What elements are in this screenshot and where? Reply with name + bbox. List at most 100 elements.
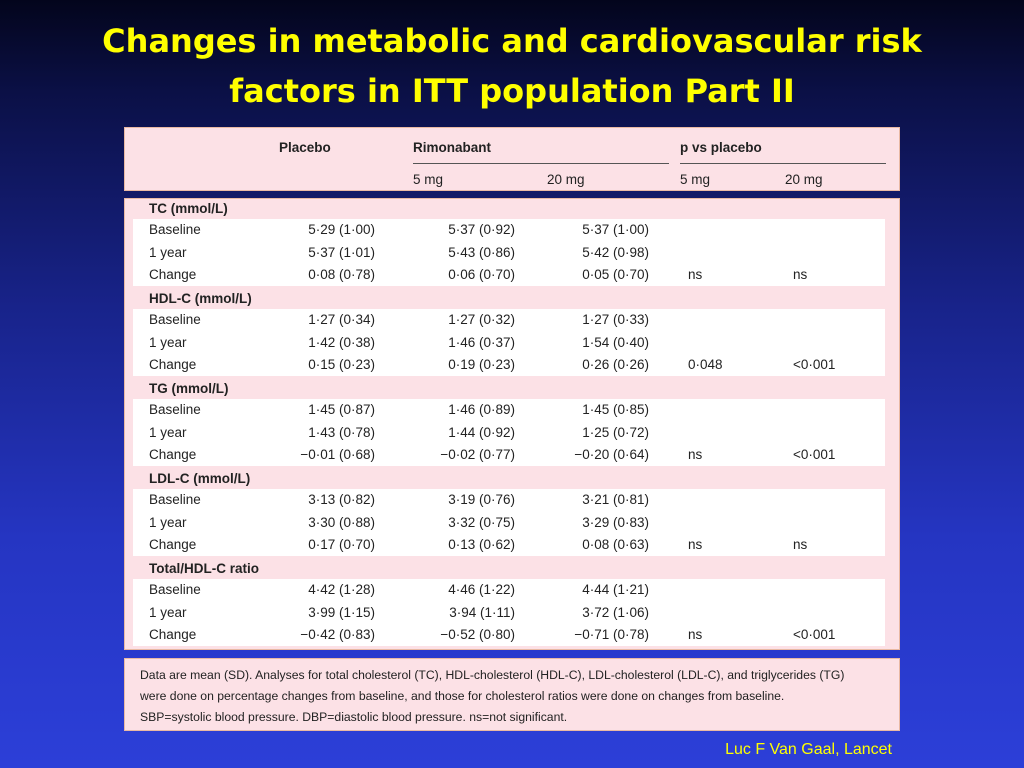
table-row: Change −0·01 (0·68) −0·02 (0·77) −0·20 (0·6…: [133, 444, 885, 467]
table-row: Change −0·42 (0·83) −0·52 (0·80) −0·71 (0·7…: [133, 624, 885, 647]
cell-p20: <0·001: [793, 357, 836, 372]
header-rimonabant-5mg: 5 mg: [413, 172, 444, 187]
cell-rim20: 3·72 (1·06): [582, 604, 649, 620]
table-row: Change 0·08 (0·78) 0·06 (0·70) 0·05 (0·70) n…: [133, 264, 885, 287]
rimonabant-header-rule: [413, 163, 669, 164]
cell-placebo: 0·15 (0·23): [308, 357, 375, 372]
group-title: Total/HDL-C ratio: [149, 561, 259, 576]
cell-placebo: −0·42 (0·83): [300, 627, 375, 642]
cell-p5: 0·048: [688, 357, 723, 372]
cell-label: Baseline: [149, 402, 201, 417]
table-group: HDL-C (mmol/L) Baseline 1·27 (0·34) 1·27 (0…: [133, 289, 885, 376]
table-row: Change 0·15 (0·23) 0·19 (0·23) 0·26 (0·26) 0…: [133, 354, 885, 377]
cell-rim5: 3·94 (1·11): [449, 604, 515, 620]
header-rimonabant: Rimonabant: [413, 140, 492, 155]
cell-label: 1 year: [149, 244, 187, 260]
slide-title: Changes in metabolic and cardiovascular …: [0, 16, 1024, 116]
table-row: Baseline 1·45 (0·87) 1·46 (0·89) 1·45 (0·85…: [133, 399, 885, 422]
cell-label: Change: [149, 537, 197, 552]
group-title: LDL-C (mmol/L): [149, 471, 251, 486]
cell-placebo: 3·99 (1·15): [308, 604, 375, 620]
table-footnote: Data are mean (SD). Analyses for total c…: [124, 658, 900, 731]
footnote-line-1: Data are mean (SD). Analyses for total c…: [140, 668, 845, 682]
cell-rim5: 1·44 (0·92): [448, 424, 515, 440]
cell-rim5: −0·52 (0·80): [440, 627, 515, 642]
cell-rim20: 3·21 (0·81): [582, 492, 649, 507]
table-header: Placebo Rimonabant p vs placebo 5 mg 20 …: [124, 127, 900, 191]
table-group: TG (mmol/L) Baseline 1·45 (0·87) 1·46 (0·89…: [133, 379, 885, 466]
cell-placebo: 5·29 (1·00): [308, 222, 375, 237]
p-header-rule: [680, 163, 886, 164]
table-row: Baseline 5·29 (1·00) 5·37 (0·92) 5·37 (1·00…: [133, 219, 885, 242]
cell-rim20: 5·42 (0·98): [582, 244, 649, 260]
slide-title-line-2: factors in ITT population Part II: [229, 72, 795, 110]
cell-rim5: 1·46 (0·37): [448, 334, 515, 350]
slide-credit: Luc F Van Gaal, Lancet: [725, 741, 892, 758]
cell-rim20: 5·37 (1·00): [582, 222, 649, 237]
cell-rim5: 0·19 (0·23): [448, 357, 515, 372]
slide-title-line-1: Changes in metabolic and cardiovascular …: [102, 22, 922, 60]
cell-placebo: 1·42 (0·38): [308, 334, 375, 350]
cell-placebo: 3·30 (0·88): [308, 514, 375, 530]
cell-label: 1 year: [149, 604, 187, 620]
table-row: 1 year 3·99 (1·15) 3·94 (1·11) 3·72 (1·06): [133, 602, 885, 625]
cell-rim20: 0·08 (0·63): [582, 537, 649, 552]
table-group: TC (mmol/L) Baseline 5·29 (1·00) 5·37 (0·92…: [133, 199, 885, 286]
table-row: Baseline 1·27 (0·34) 1·27 (0·32) 1·27 (0·33…: [133, 309, 885, 332]
cell-placebo: 0·08 (0·78): [308, 267, 375, 282]
table-row: Baseline 4·42 (1·28) 4·46 (1·22) 4·44 (1·21…: [133, 579, 885, 602]
cell-label: Baseline: [149, 312, 201, 327]
cell-rim5: 1·46 (0·89): [448, 402, 515, 417]
table-row: 1 year 5·37 (1·01) 5·43 (0·86) 5·42 (0·98): [133, 242, 885, 265]
cell-placebo: 4·42 (1·28): [308, 582, 375, 597]
cell-p20: ns: [793, 537, 808, 552]
cell-placebo: 1·45 (0·87): [308, 402, 375, 417]
cell-rim20: 1·45 (0·85): [582, 402, 649, 417]
cell-rim5: 0·06 (0·70): [448, 267, 515, 282]
cell-rim20: 1·54 (0·40): [582, 334, 649, 350]
cell-p5: ns: [688, 537, 703, 552]
cell-placebo: −0·01 (0·68): [300, 447, 375, 462]
cell-rim5: 5·43 (0·86): [448, 244, 515, 260]
footnote-line-2: were done on percentage changes from bas…: [140, 689, 785, 703]
cell-p5: ns: [688, 627, 703, 642]
header-rimonabant-20mg: 20 mg: [547, 172, 585, 187]
cell-rim20: 1·25 (0·72): [582, 424, 649, 440]
cell-placebo: 1·27 (0·34): [308, 312, 375, 327]
cell-rim20: 1·27 (0·33): [582, 312, 649, 327]
cell-label: 1 year: [149, 334, 187, 350]
cell-rim5: 3·32 (0·75): [448, 514, 515, 530]
footnote-line-3: SBP=systolic blood pressure. DBP=diastol…: [140, 710, 568, 724]
cell-rim20: −0·71 (0·78): [574, 627, 649, 642]
cell-p20: <0·001: [793, 447, 836, 462]
table-row: Change 0·17 (0·70) 0·13 (0·62) 0·08 (0·63) n…: [133, 534, 885, 557]
cell-rim5: 1·27 (0·32): [448, 312, 515, 327]
group-rows: Baseline 1·27 (0·34) 1·27 (0·32) 1·27 (0·33…: [133, 309, 885, 376]
cell-label: Baseline: [149, 222, 201, 237]
header-p-20mg: 20 mg: [785, 172, 823, 187]
table-group: Total/HDL-C ratio Baseline 4·42 (1·28) 4·46…: [133, 559, 885, 646]
group-title: TC (mmol/L): [149, 201, 228, 216]
cell-label: Change: [149, 447, 197, 462]
table-body: TC (mmol/L) Baseline 5·29 (1·00) 5·37 (0·92…: [124, 198, 900, 650]
table-row: 1 year 1·42 (0·38) 1·46 (0·37) 1·54 (0·40): [133, 332, 885, 355]
cell-rim5: 3·19 (0·76): [448, 492, 515, 507]
cell-placebo: 1·43 (0·78): [308, 424, 375, 440]
cell-p20: ns: [793, 267, 808, 282]
cell-p20: <0·001: [793, 627, 836, 642]
header-placebo: Placebo: [279, 140, 331, 155]
cell-placebo: 0·17 (0·70): [308, 537, 375, 552]
group-rows: Baseline 3·13 (0·82) 3·19 (0·76) 3·21 (0·81…: [133, 489, 885, 556]
cell-label: 1 year: [149, 514, 187, 530]
cell-label: Change: [149, 357, 197, 372]
cell-rim20: 0·05 (0·70): [582, 267, 649, 282]
cell-label: Change: [149, 267, 197, 282]
cell-rim20: 4·44 (1·21): [582, 582, 649, 597]
cell-label: Change: [149, 627, 197, 642]
table-group: LDL-C (mmol/L) Baseline 3·13 (0·82) 3·19 (0…: [133, 469, 885, 556]
cell-rim5: 0·13 (0·62): [448, 537, 515, 552]
group-title: TG (mmol/L): [149, 381, 229, 396]
table-row: Baseline 3·13 (0·82) 3·19 (0·76) 3·21 (0·81…: [133, 489, 885, 512]
group-rows: Baseline 4·42 (1·28) 4·46 (1·22) 4·44 (1·21…: [133, 579, 885, 646]
cell-rim5: 4·46 (1·22): [448, 582, 515, 597]
